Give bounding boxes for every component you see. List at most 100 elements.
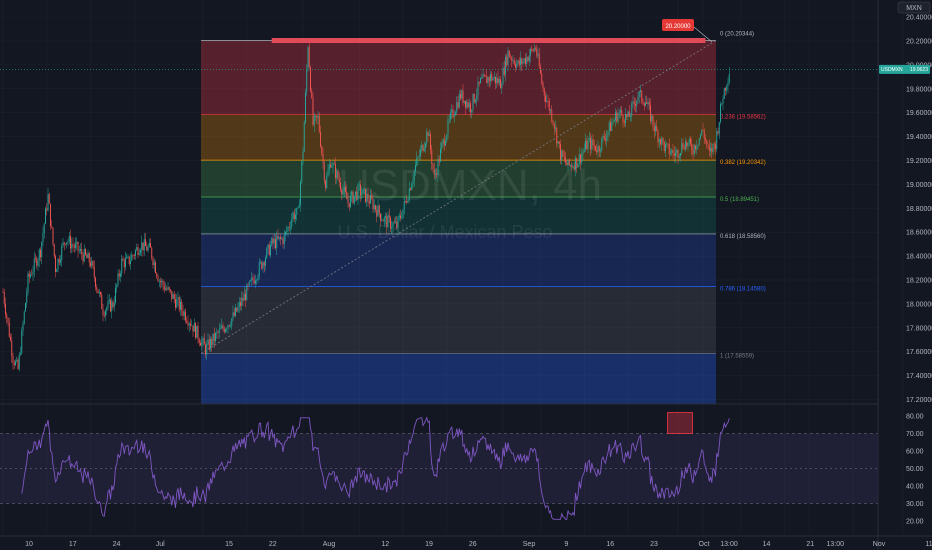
candle-body bbox=[600, 150, 601, 152]
target-price-badge[interactable]: 20.20000 bbox=[662, 19, 713, 43]
candle-body bbox=[423, 147, 425, 152]
candle-body bbox=[411, 184, 413, 191]
candle-body bbox=[86, 254, 88, 259]
candle-body bbox=[222, 325, 224, 329]
candle-body bbox=[598, 146, 600, 152]
candle-body bbox=[193, 323, 195, 332]
candle-body bbox=[585, 140, 586, 150]
candle-body bbox=[106, 307, 108, 311]
candle-body bbox=[32, 271, 34, 275]
fib-level-label: 0.382 (19.20342) bbox=[720, 160, 766, 166]
candle-body bbox=[702, 129, 704, 131]
candle-body bbox=[682, 142, 684, 149]
time-tick-label: 21 bbox=[806, 541, 814, 548]
candle-body bbox=[16, 359, 18, 362]
candle-body bbox=[161, 280, 163, 283]
candle-body bbox=[611, 123, 613, 132]
candle-body bbox=[616, 112, 618, 122]
candle-body bbox=[560, 144, 561, 160]
candle-body bbox=[428, 133, 430, 136]
candle-body bbox=[672, 150, 674, 154]
candle-body bbox=[395, 221, 396, 223]
candle-body bbox=[216, 332, 218, 334]
candle-body bbox=[472, 94, 474, 110]
candle-body bbox=[103, 315, 105, 316]
candle-body bbox=[77, 241, 79, 251]
watermark-name: U.S. Dollar / Mexican Peso bbox=[337, 222, 552, 242]
candle-body bbox=[48, 194, 50, 204]
candle-body bbox=[112, 301, 114, 308]
candle-body bbox=[121, 258, 123, 274]
target-price-line[interactable] bbox=[271, 38, 706, 43]
candle-body bbox=[485, 75, 486, 77]
candle-body bbox=[587, 139, 589, 150]
candle-body bbox=[680, 153, 681, 156]
candle-body bbox=[686, 141, 688, 147]
candle-body bbox=[387, 215, 389, 228]
fibonacci-retracement[interactable]: 0 (20.20344) 0.236 (19.58562) 0.382 (19.20… bbox=[201, 32, 766, 405]
candle-body bbox=[306, 69, 308, 93]
candle-body bbox=[651, 115, 653, 122]
candle-body bbox=[500, 79, 501, 89]
candle-body bbox=[631, 103, 633, 116]
candle-body bbox=[352, 191, 354, 204]
candle-body bbox=[683, 148, 685, 150]
candle-body bbox=[20, 353, 21, 355]
candle-body bbox=[543, 88, 545, 96]
candle-body bbox=[291, 219, 293, 227]
candle-body bbox=[517, 60, 519, 64]
rsi-tick-label: 60.00 bbox=[906, 449, 924, 456]
candle-body bbox=[708, 145, 710, 151]
candle-body bbox=[620, 110, 621, 113]
last-price-symbol: USDMXN bbox=[881, 67, 903, 73]
candle-body bbox=[136, 247, 138, 251]
candle-body bbox=[295, 214, 296, 219]
candle-body bbox=[397, 216, 399, 228]
candle-body bbox=[68, 235, 70, 242]
currency-box[interactable] bbox=[897, 1, 931, 14]
candle-body bbox=[406, 201, 408, 203]
candle-body bbox=[57, 258, 59, 270]
candle-body bbox=[717, 131, 719, 134]
candle-body bbox=[388, 215, 390, 218]
candle-body bbox=[577, 164, 579, 168]
candle-body bbox=[715, 144, 716, 149]
candle-body bbox=[355, 191, 356, 196]
candle-body bbox=[17, 359, 19, 369]
candle-body bbox=[230, 325, 231, 327]
candle-body bbox=[647, 102, 649, 105]
candle-body bbox=[47, 194, 49, 211]
candle-body bbox=[270, 245, 271, 256]
fib-trend-line[interactable] bbox=[200, 40, 717, 354]
candle-body bbox=[133, 255, 135, 257]
candle-body bbox=[385, 216, 386, 218]
candle-body bbox=[316, 115, 318, 118]
candle-body bbox=[670, 153, 671, 154]
candle-body bbox=[546, 100, 548, 102]
rsi-axis[interactable]: 80.00 70.00 60.00 50.00 40.00 30.00 20.00 bbox=[906, 414, 924, 526]
candle-body bbox=[42, 232, 44, 243]
candle-body bbox=[28, 273, 30, 278]
candle-body bbox=[7, 317, 9, 323]
candle-body bbox=[442, 139, 444, 144]
candle-body bbox=[71, 244, 73, 249]
candle-body bbox=[440, 148, 441, 162]
candle-body bbox=[658, 139, 660, 143]
rsi-overbought-box[interactable] bbox=[667, 412, 693, 434]
candle-body bbox=[532, 49, 534, 52]
time-tick-label: 11 bbox=[925, 541, 932, 548]
candle-body bbox=[596, 150, 598, 153]
candle-body bbox=[238, 302, 240, 307]
candle-body bbox=[36, 258, 38, 266]
candle-body bbox=[705, 138, 706, 141]
candle-body bbox=[721, 103, 723, 105]
candle-body bbox=[613, 120, 615, 122]
candle-body bbox=[503, 67, 505, 75]
candle-body bbox=[66, 242, 68, 245]
time-axis[interactable]: 10 17 24 Jul 15 22 Aug 12 19 26 Sep 9 16 23 Oct 13:00 14… bbox=[0, 535, 932, 548]
candle-body bbox=[431, 150, 433, 164]
time-tick-label: Jul bbox=[156, 541, 165, 548]
candle-body bbox=[463, 100, 465, 103]
